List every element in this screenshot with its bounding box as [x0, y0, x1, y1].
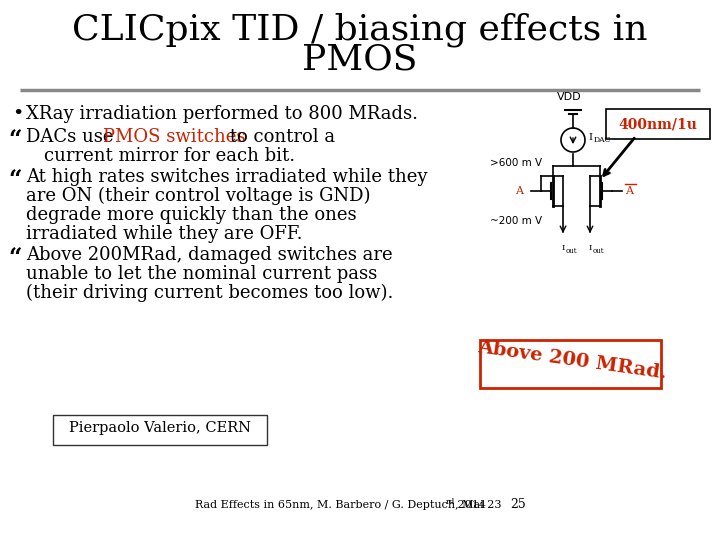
Text: ~200 m V: ~200 m V	[490, 216, 542, 226]
Text: out: out	[593, 247, 605, 255]
Text: >600 m V: >600 m V	[490, 158, 542, 168]
Text: unable to let the nominal current pass: unable to let the nominal current pass	[26, 265, 377, 283]
Text: “: “	[8, 168, 22, 192]
FancyBboxPatch shape	[606, 109, 710, 139]
Text: I: I	[562, 244, 564, 252]
Text: to control a: to control a	[224, 128, 335, 146]
Text: XRay irradiation performed to 800 MRads.: XRay irradiation performed to 800 MRads.	[26, 105, 418, 123]
Text: DAC: DAC	[594, 136, 611, 144]
Text: A: A	[625, 186, 633, 196]
Text: “: “	[8, 246, 22, 270]
Text: Above 200 MRad.: Above 200 MRad.	[477, 338, 667, 382]
Text: At high rates switches irradiated while they: At high rates switches irradiated while …	[26, 168, 428, 186]
Text: I: I	[588, 244, 592, 252]
Text: 25: 25	[510, 498, 526, 511]
Text: •: •	[12, 105, 23, 123]
Text: DACs use: DACs use	[26, 128, 120, 146]
Text: are ON (their control voltage is GND): are ON (their control voltage is GND)	[26, 187, 371, 205]
Text: irradiated while they are OFF.: irradiated while they are OFF.	[26, 225, 302, 243]
Text: VDD: VDD	[557, 92, 581, 102]
Circle shape	[561, 128, 585, 152]
Text: I: I	[588, 132, 592, 141]
Text: (their driving current becomes too low).: (their driving current becomes too low).	[26, 284, 393, 302]
Text: out: out	[566, 247, 577, 255]
Text: current mirror for each bit.: current mirror for each bit.	[44, 147, 295, 165]
FancyBboxPatch shape	[53, 415, 267, 445]
Text: Above 200MRad, damaged switches are: Above 200MRad, damaged switches are	[26, 246, 392, 264]
Text: 2014: 2014	[454, 500, 486, 510]
Text: “: “	[8, 128, 22, 152]
Text: Rad Effects in 65nm, M. Barbero / G. Deptuch, Mai 23: Rad Effects in 65nm, M. Barbero / G. Dep…	[195, 500, 502, 510]
Text: Pierpaolo Valerio, CERN: Pierpaolo Valerio, CERN	[69, 421, 251, 435]
Text: rd: rd	[446, 498, 455, 506]
Text: PMOS: PMOS	[302, 43, 418, 77]
Text: PMOS switches: PMOS switches	[103, 128, 246, 146]
FancyBboxPatch shape	[480, 340, 661, 388]
Text: degrade more quickly than the ones: degrade more quickly than the ones	[26, 206, 356, 224]
Text: A: A	[515, 186, 523, 196]
Text: 400nm/1u: 400nm/1u	[618, 117, 698, 131]
Text: CLICpix TID / biasing effects in: CLICpix TID / biasing effects in	[72, 13, 648, 47]
